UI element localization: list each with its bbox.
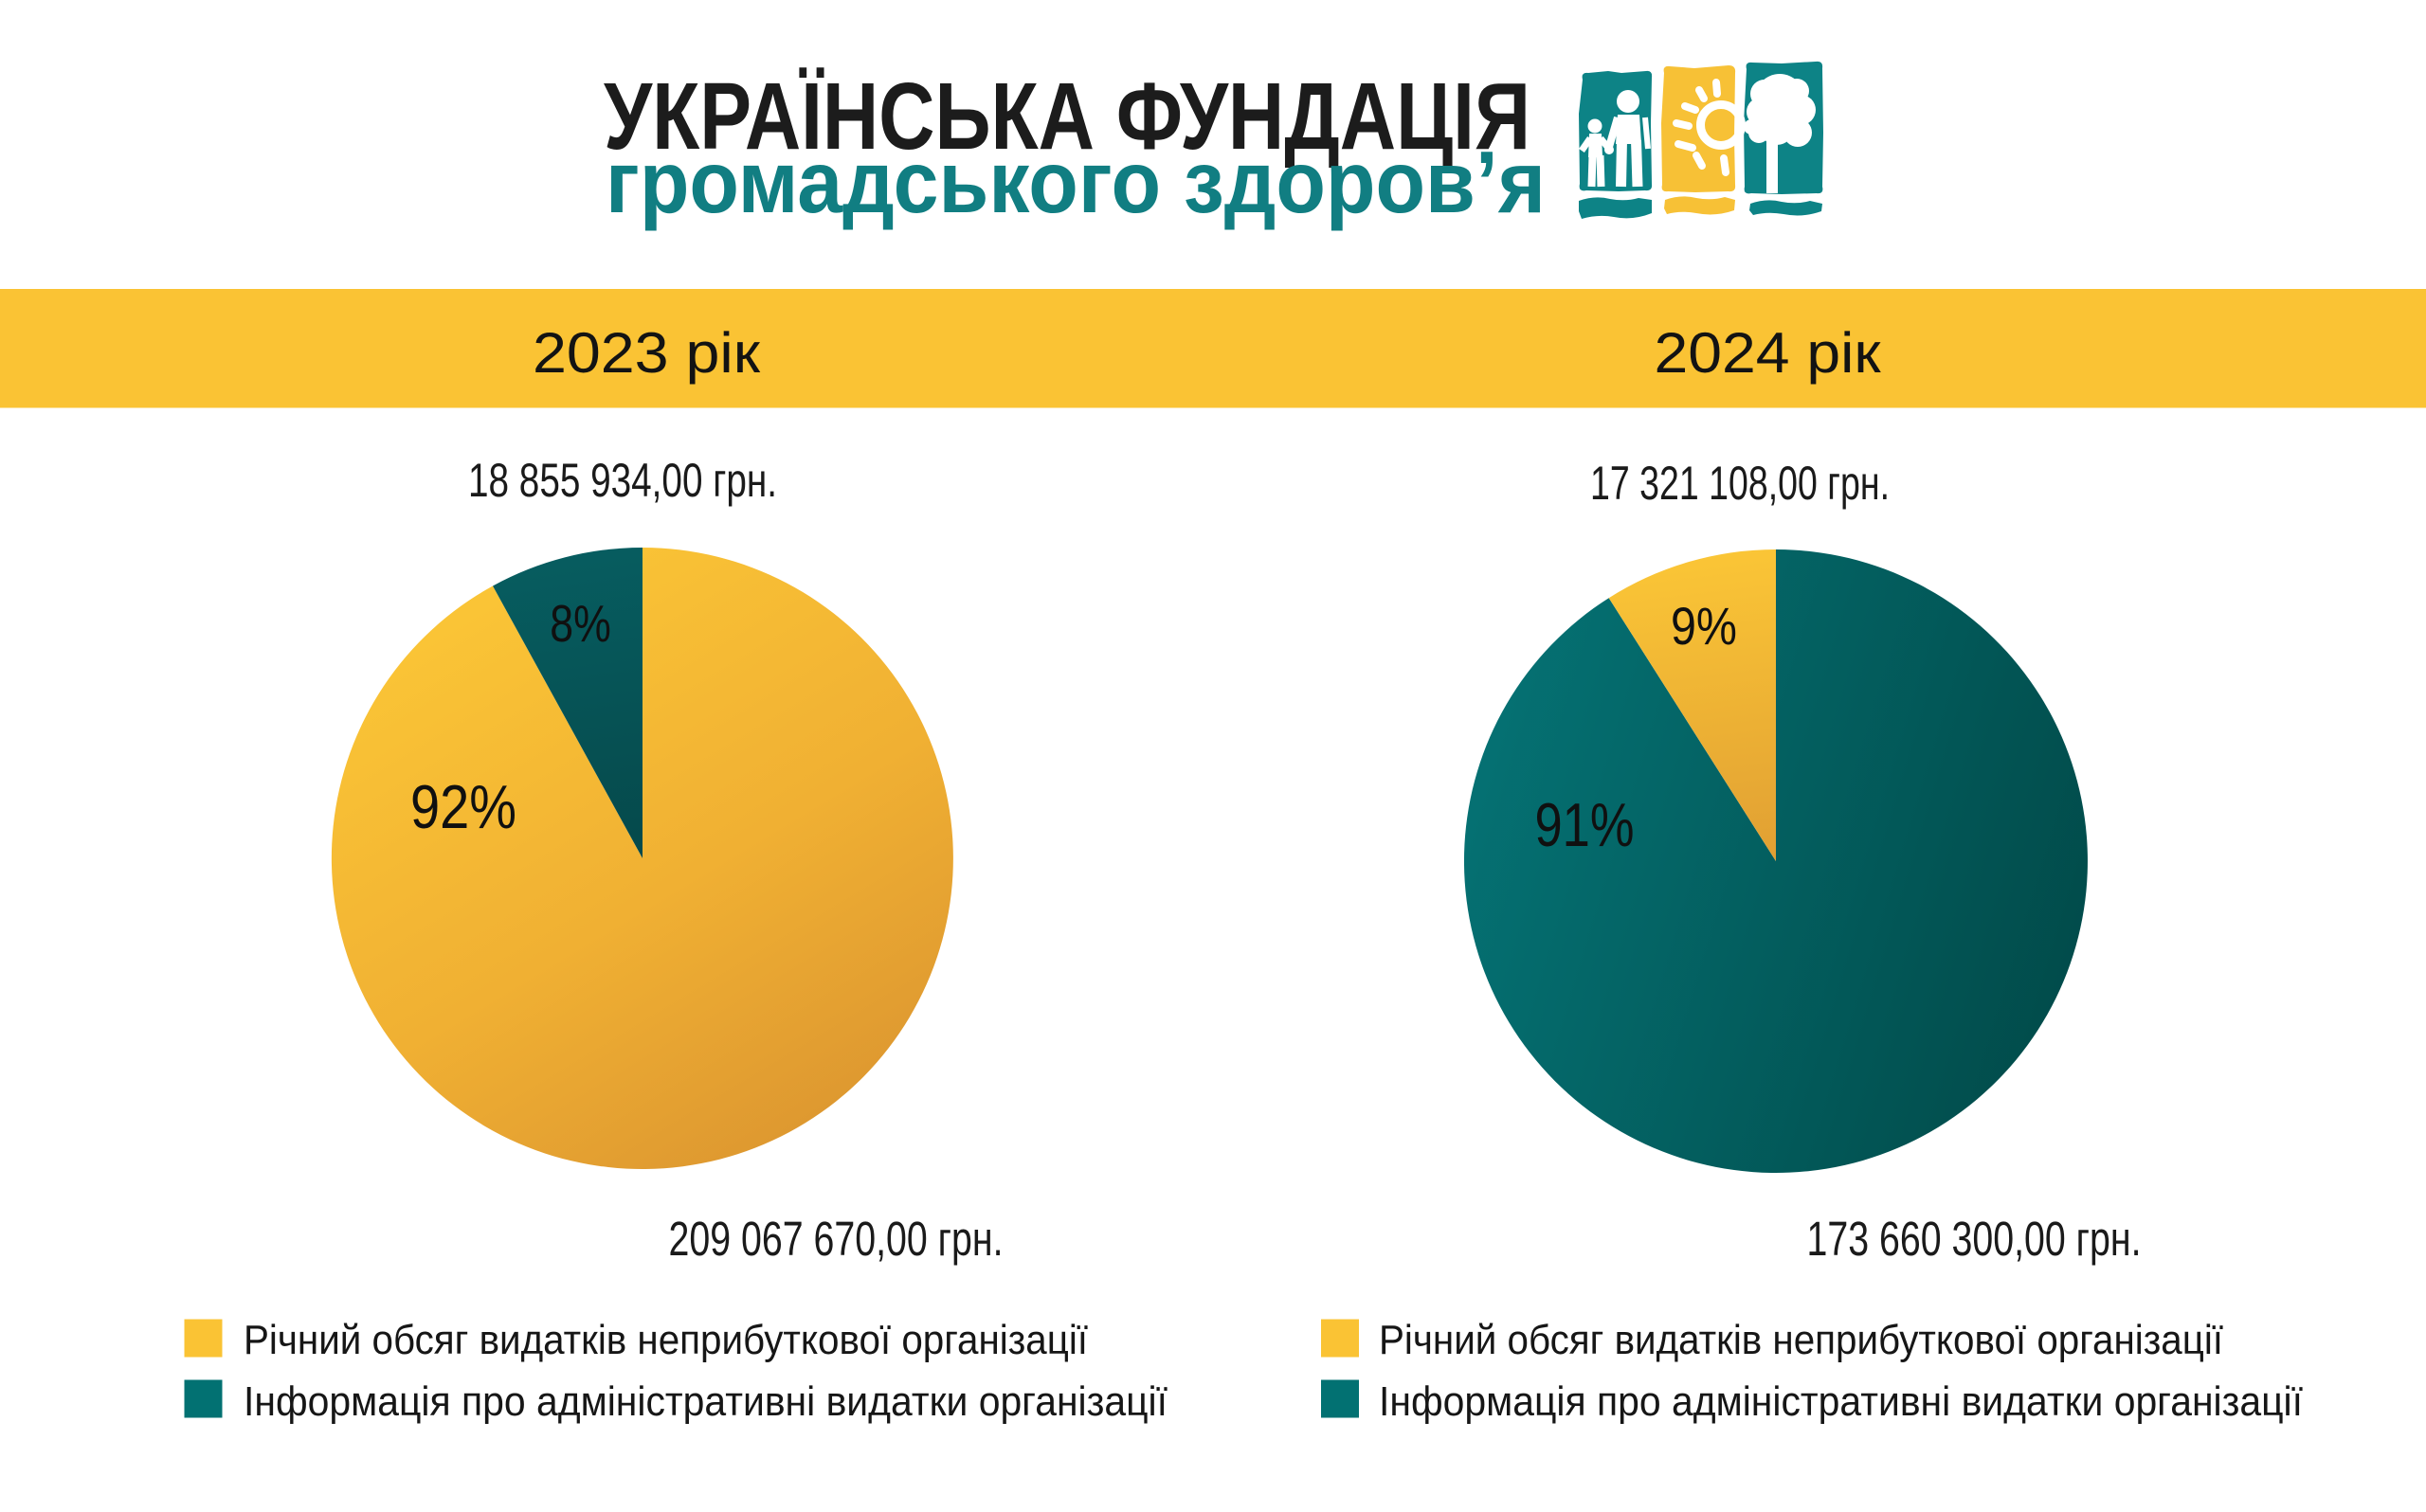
svg-text:173 660 300,00 грн.: 173 660 300,00 грн. — [1807, 1212, 2142, 1266]
svg-text:209 067 670,00 грн.: 209 067 670,00 грн. — [669, 1212, 1004, 1266]
svg-text:18 855 934,00 грн.: 18 855 934,00 грн. — [468, 454, 777, 507]
svg-text:Річний обсяг видатків неприбут: Річний обсяг видатків неприбуткової орга… — [244, 1317, 1088, 1363]
svg-text:Річний обсяг видатків неприбут: Річний обсяг видатків неприбуткової орга… — [1379, 1317, 2223, 1363]
svg-text:2024 рік: 2024 рік — [1655, 321, 1882, 385]
svg-text:Інформація про адміністративні: Інформація про адміністративні видатки о… — [1379, 1378, 2303, 1425]
svg-text:92%: 92% — [410, 772, 516, 841]
svg-text:17 321 108,00 грн.: 17 321 108,00 грн. — [1590, 457, 1890, 510]
svg-text:громадського здоров’я: громадського здоров’я — [606, 133, 1546, 231]
svg-text:9%: 9% — [1671, 596, 1737, 656]
svg-text:91%: 91% — [1535, 790, 1635, 859]
svg-text:8%: 8% — [550, 594, 611, 653]
svg-text:УКРАЇНСЬКА ФУНДАЦІЯ: УКРАЇНСЬКА ФУНДАЦІЯ — [604, 63, 1530, 170]
svg-text:2023 рік: 2023 рік — [533, 321, 761, 385]
svg-text:Інформація про адміністративні: Інформація про адміністративні видатки о… — [244, 1378, 1168, 1425]
